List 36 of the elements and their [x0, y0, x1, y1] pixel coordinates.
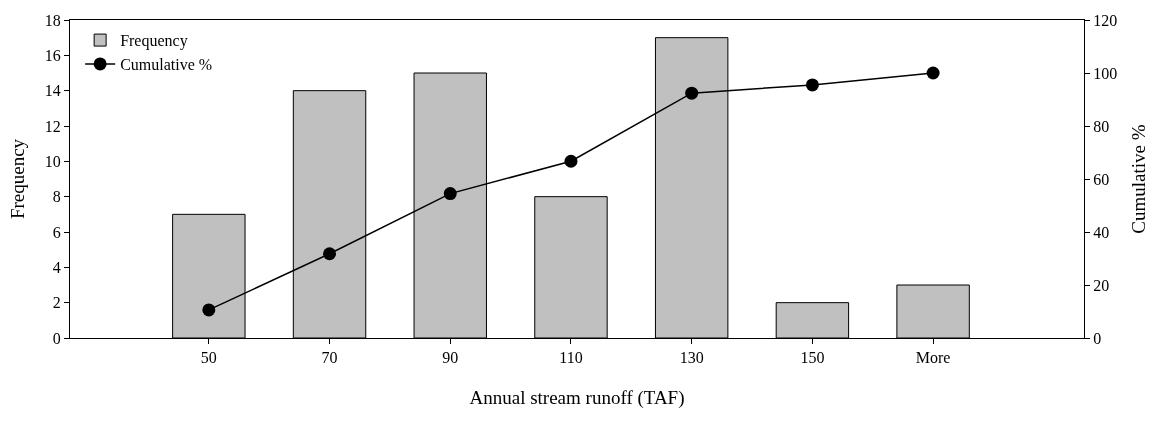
y-tick-label: 16	[44, 46, 61, 64]
point	[805, 78, 819, 92]
y2-tick-label: 100	[1093, 64, 1118, 82]
point	[685, 86, 699, 100]
y-tick-label: 4	[52, 258, 61, 276]
y-tick-label: 10	[44, 152, 61, 170]
y-tick-label: 14	[44, 82, 61, 100]
legend-label: Cumulative %	[120, 56, 213, 74]
y2-tick-label: 120	[1093, 11, 1118, 29]
x-tick-label: 130	[679, 349, 704, 367]
y2-tick-label: 40	[1093, 223, 1110, 241]
x-tick-label: 70	[321, 349, 338, 367]
point	[202, 303, 216, 317]
point	[926, 66, 940, 80]
y2-tick-label: 20	[1093, 276, 1110, 294]
point	[564, 154, 578, 168]
y-tick-label: 2	[52, 294, 61, 312]
point	[443, 187, 457, 201]
y2-tick-label: 60	[1093, 170, 1110, 188]
x-tick-label: 110	[559, 349, 583, 367]
x-axis-title: Annual stream runoff (TAF)	[469, 387, 685, 409]
x-tick-label: More	[915, 349, 951, 367]
y-axis-title: Frequency	[6, 138, 28, 220]
y-tick-label: 6	[52, 223, 61, 241]
point	[323, 247, 337, 261]
x-tick-label: 90	[442, 349, 459, 367]
y-tick-label: 8	[52, 188, 61, 206]
y2-axis-title: Cumulative %	[1128, 124, 1149, 234]
x-tick-label: 150	[800, 349, 825, 367]
y-tick-label: 12	[44, 117, 61, 135]
y2-tick-label: 80	[1093, 117, 1110, 135]
x-tick-label: 50	[200, 349, 217, 367]
legend-label: Frequency	[120, 32, 188, 51]
y-tick-label: 18	[44, 11, 61, 29]
y2-tick-label: 0	[1093, 329, 1102, 347]
y-tick-label: 0	[52, 329, 61, 347]
